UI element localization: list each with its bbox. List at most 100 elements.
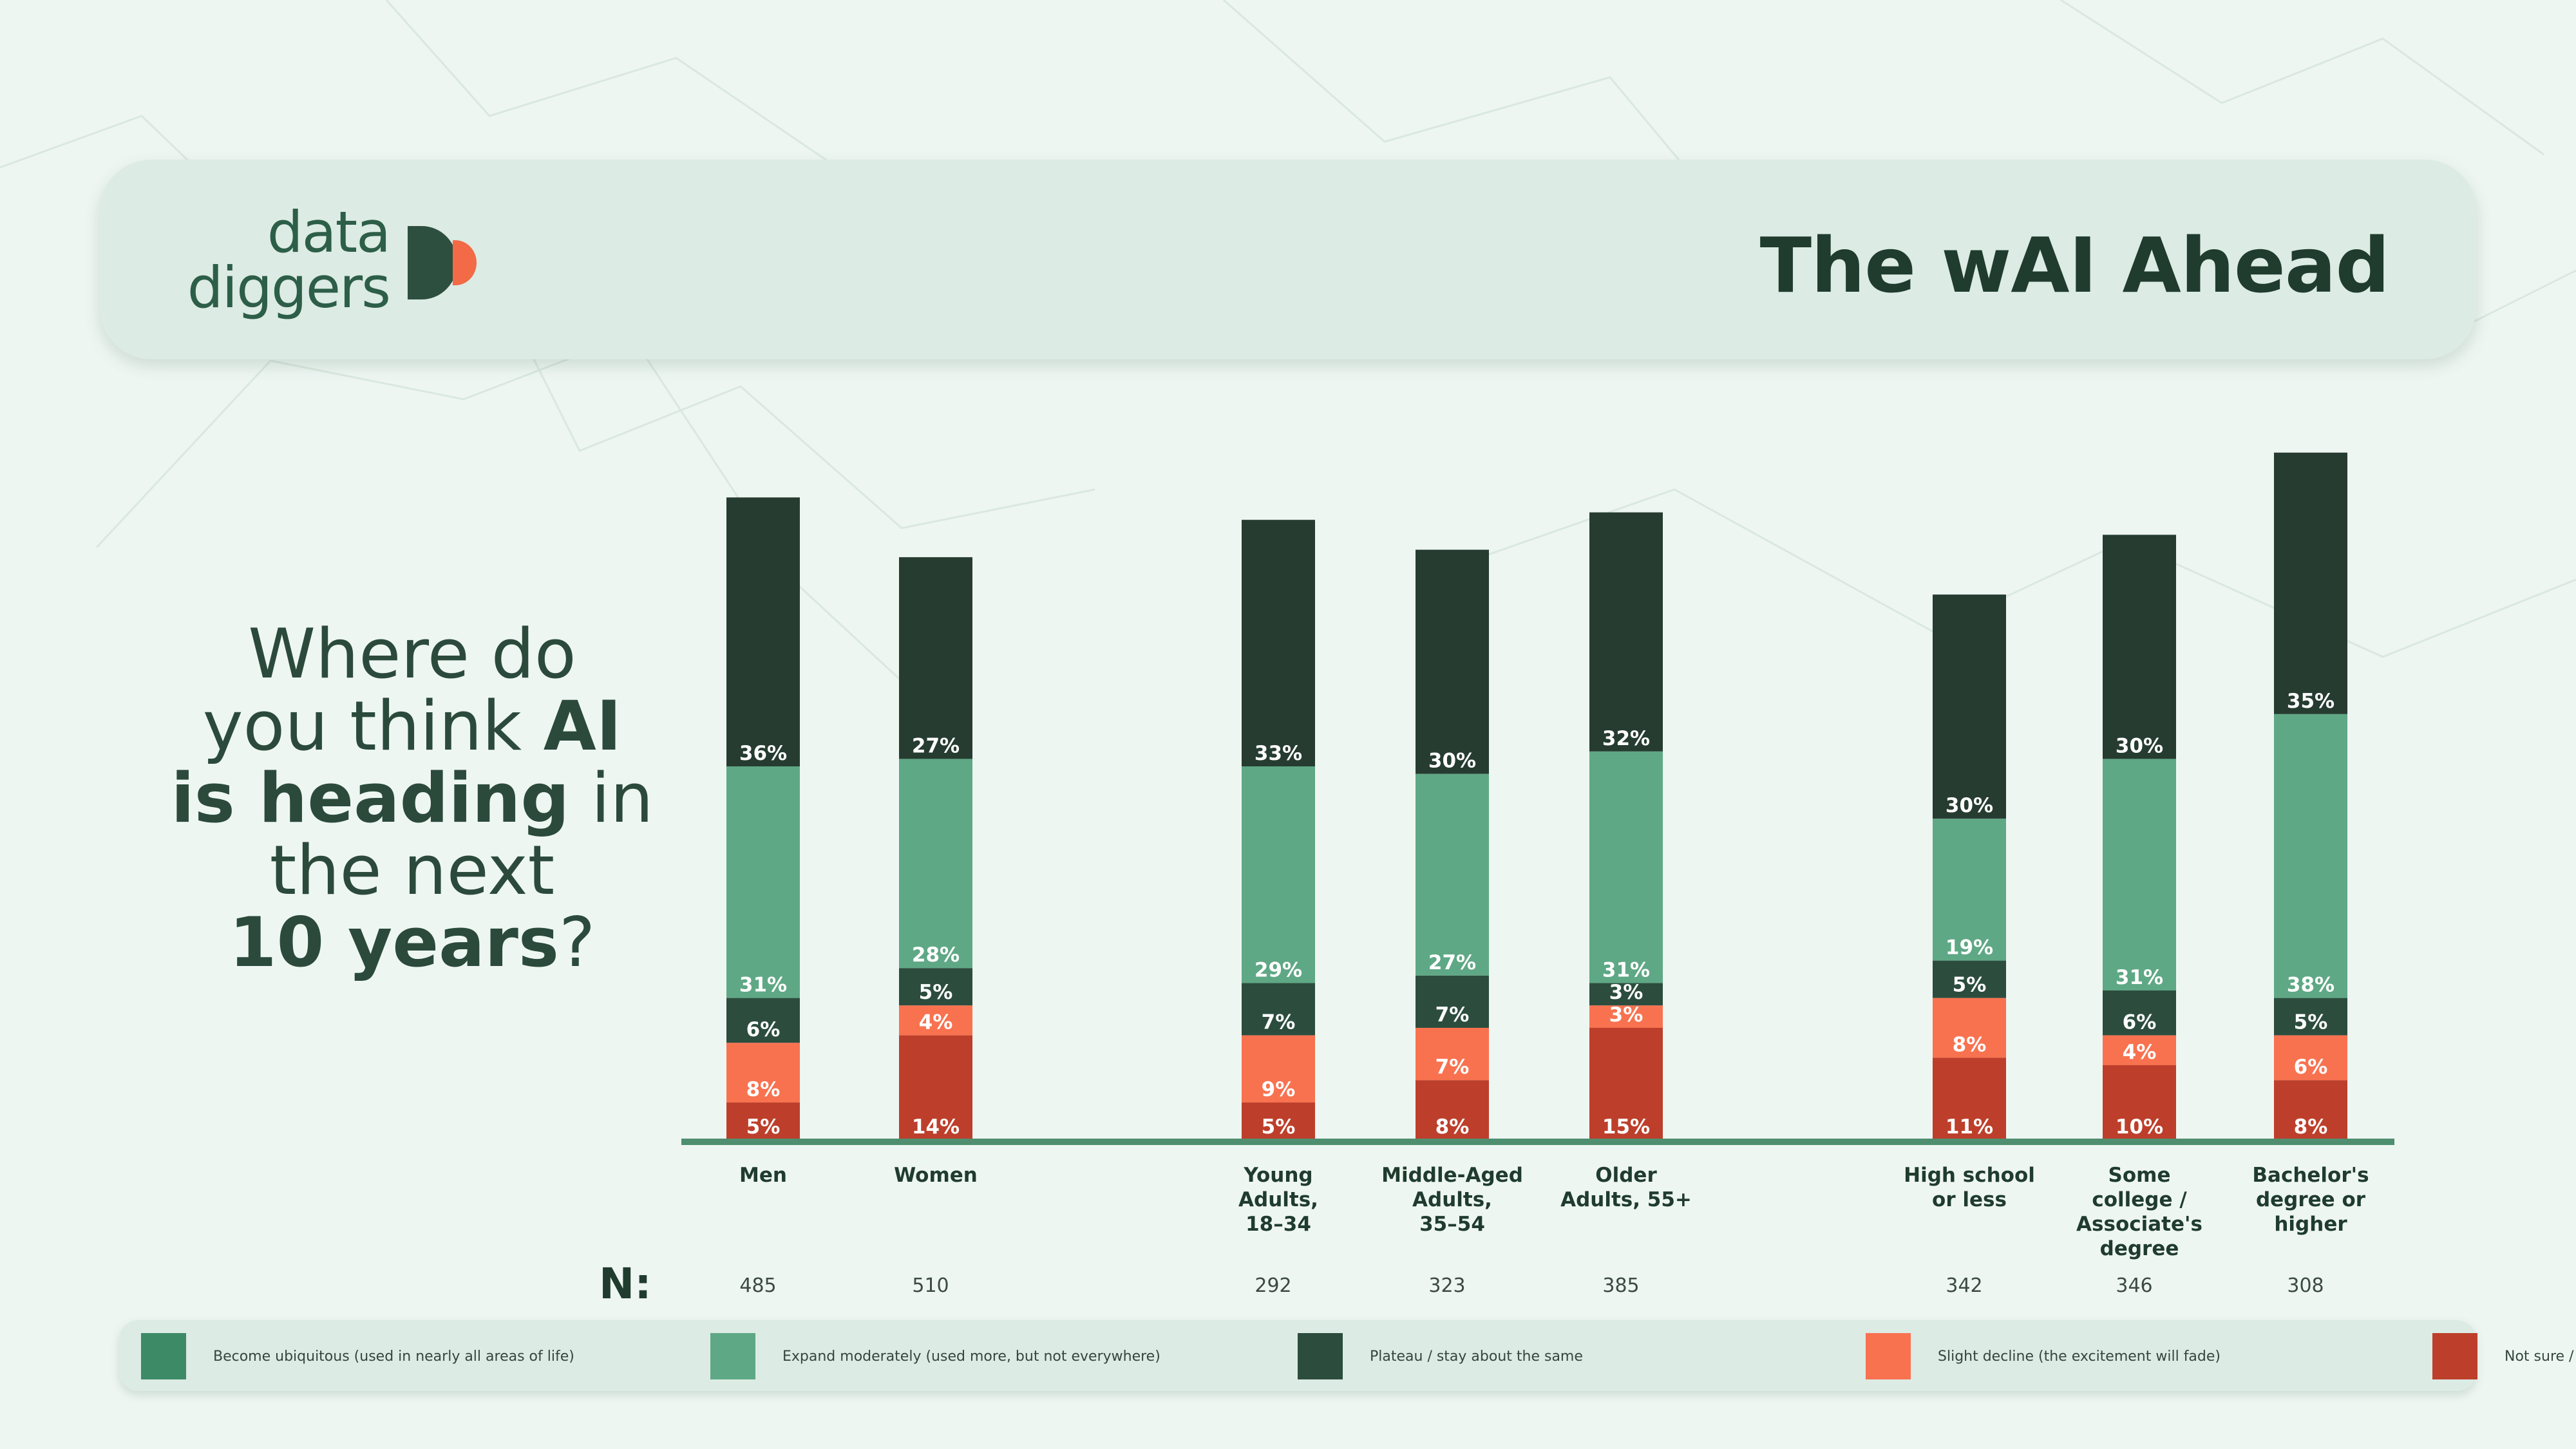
data-label: 8% (1435, 1115, 1470, 1139)
category-label: degree (2100, 1237, 2179, 1260)
category-label: Adults, (1412, 1188, 1492, 1211)
data-label: 7% (1435, 1056, 1470, 1079)
data-label: 4% (919, 1011, 953, 1034)
n-value: 346 (2116, 1274, 2152, 1297)
bar-segment-plateau (1933, 960, 2006, 998)
data-label: 31% (739, 974, 787, 997)
legend-swatch (1298, 1333, 1343, 1379)
data-label: 7% (1435, 1003, 1470, 1027)
legend-label: Expand moderately (used more, but not ev… (782, 1349, 1160, 1365)
n-value: 485 (739, 1274, 776, 1297)
data-label: 36% (739, 742, 787, 765)
bar-segment-ubiquitous (899, 557, 972, 759)
bar-segment-decline (1242, 1035, 1315, 1103)
bar-segment-moderate (899, 759, 972, 969)
data-label: 5% (746, 1115, 781, 1139)
bar-segment-notsure (899, 1035, 972, 1140)
data-label: 5% (1262, 1115, 1296, 1139)
page-title: The wAI Ahead (1759, 221, 2390, 310)
category-label: Older (1595, 1164, 1657, 1187)
data-label: 33% (1255, 742, 1302, 765)
bar-segment-notsure (1933, 1057, 2006, 1140)
category-label: 35–54 (1419, 1213, 1485, 1236)
bar-segment-moderate (2274, 714, 2347, 998)
bar-segment-ubiquitous (726, 497, 800, 766)
data-label: 31% (1602, 958, 1650, 981)
n-value: 510 (912, 1274, 949, 1297)
legend-swatch (141, 1333, 186, 1379)
bar-segment-decline (1933, 998, 2006, 1058)
data-label: 27% (912, 734, 960, 757)
bar-segment-ubiquitous (1933, 594, 2006, 819)
category-label: higher (2274, 1213, 2347, 1236)
header-bar: data diggers The wAI Ahead (100, 160, 2476, 359)
bar-segment-moderate (1416, 773, 1489, 976)
logo-line-1: data (267, 199, 391, 265)
n-value: 342 (1946, 1274, 1982, 1297)
category-label: Bachelor's (2252, 1164, 2369, 1187)
bar-segment-notsure (1416, 1080, 1489, 1140)
data-label: 3% (1609, 981, 1643, 1004)
chart-legend: Become ubiquitous (used in nearly all ar… (119, 1320, 2576, 1391)
category-label: Associate's (2076, 1213, 2202, 1236)
category-label: Men (739, 1164, 787, 1187)
legend-label: Become ubiquitous (used in nearly all ar… (213, 1349, 574, 1365)
data-label: 30% (1428, 750, 1476, 773)
legend-label: Not sure / Don't know (2505, 1349, 2576, 1365)
data-label: 8% (1953, 1033, 1987, 1056)
bar-segment-decline (1416, 1028, 1489, 1081)
bar-segment-notsure (1242, 1103, 1315, 1140)
question-part: in (569, 759, 654, 838)
category-label: 18–34 (1245, 1213, 1311, 1236)
bar-segment-moderate (1242, 766, 1315, 983)
data-label: 9% (1262, 1078, 1296, 1101)
data-label: 15% (1602, 1115, 1650, 1139)
data-label: 29% (1255, 958, 1302, 981)
brand-logo-text: data diggers (177, 199, 391, 321)
bar-segment-notsure (726, 1103, 800, 1140)
bar-segment-plateau (726, 998, 800, 1043)
bar-segment-ubiquitous (2274, 452, 2347, 714)
category-label: Adults, (1238, 1188, 1318, 1211)
n-value: 385 (1602, 1274, 1639, 1297)
data-label: 4% (2123, 1041, 2157, 1064)
data-label: 31% (2116, 966, 2163, 989)
n-value: 323 (1428, 1274, 1465, 1297)
bar-segment-moderate (1589, 751, 1663, 983)
legend-label: Plateau / stay about the same (1370, 1349, 1583, 1365)
logo-line-2: diggers (187, 254, 391, 321)
question-part: is heading (171, 759, 570, 838)
category-label: or less (1932, 1188, 2007, 1211)
question-part: Where do (248, 614, 576, 694)
bar-segment-plateau (899, 968, 972, 1006)
data-label: 11% (1946, 1115, 1993, 1139)
brand-logo-icon (408, 226, 477, 299)
bar-segment-plateau (2274, 998, 2347, 1036)
data-label: 38% (2287, 974, 2334, 997)
category-label: Some (2108, 1164, 2171, 1187)
data-label: 28% (912, 943, 960, 967)
legend-label: Slight decline (the excitement will fade… (1938, 1349, 2221, 1365)
data-label: 32% (1602, 727, 1650, 750)
bar-segment-notsure (2103, 1065, 2176, 1140)
category-label: High school (1904, 1164, 2035, 1187)
n-label: N: (599, 1259, 652, 1309)
bar-segment-ubiquitous (1416, 549, 1489, 774)
data-label: 30% (1946, 794, 1993, 817)
bar-segment-decline (2103, 1035, 2176, 1065)
bar-segment-moderate (2103, 759, 2176, 990)
data-label: 14% (912, 1115, 960, 1139)
x-axis-line (681, 1139, 2394, 1145)
bar-segment-plateau (1416, 975, 1489, 1028)
category-label: college / (2092, 1188, 2187, 1211)
bar-segment-ubiquitous (1242, 520, 1315, 766)
data-label: 8% (746, 1078, 781, 1101)
category-label: Middle-Aged (1381, 1164, 1523, 1187)
n-value: 308 (2287, 1274, 2324, 1297)
data-label: 5% (919, 981, 953, 1004)
data-label: 7% (1262, 1011, 1296, 1034)
bar-segment-plateau (1242, 983, 1315, 1036)
question-text: Where do you think AI is heading in the nex… (155, 618, 670, 979)
bar-segment-moderate (726, 766, 800, 998)
